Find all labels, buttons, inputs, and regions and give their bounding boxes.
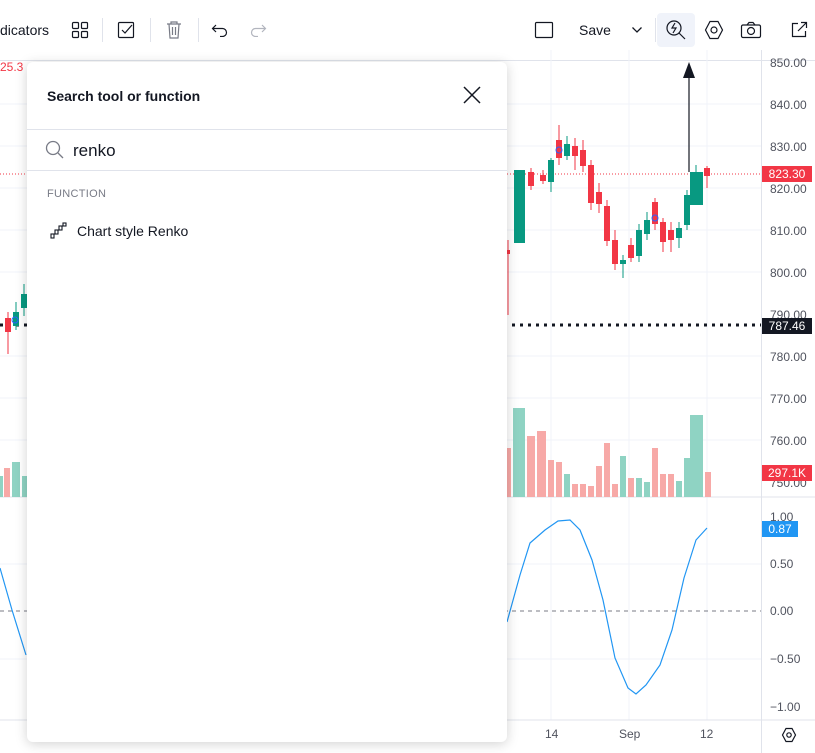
chevron-down-icon[interactable] [628,13,646,47]
volume-badge: 297.1K [762,465,812,481]
result-label: Chart style Renko [77,223,189,239]
dialog-divider [27,129,507,130]
time-tick: 12 [700,727,714,741]
save-label: Save [579,22,611,38]
indicators-label: dicators [0,22,50,38]
toolbar-divider [150,18,151,42]
time-tick: Sep [619,727,641,741]
toolbar-divider [655,18,656,42]
current-price-badge: 823.30 [762,166,812,182]
close-icon[interactable] [459,82,485,108]
dialog-title: Search tool or function [47,88,201,104]
oscillator-line [506,519,708,695]
search-input[interactable] [73,140,473,162]
search-dialog: Search tool or function FUNCTION Chart s… [27,62,507,742]
price-tick: 820.00 [770,182,807,196]
line-price-badge: 787.46 [762,318,812,334]
renko-icon [49,222,67,240]
oscillator-tick: 0.50 [770,557,794,571]
price-tick: 780.00 [770,350,807,364]
top-left-value: 25.3 [0,60,24,74]
price-tick: 850.00 [770,56,807,70]
oscillator-tick: 0.00 [770,604,794,618]
price-axis[interactable]: 850.00 840.00 830.00 820.00 810.00 800.0… [761,50,815,753]
oscillator-tick: 1.00 [770,510,794,524]
trash-icon[interactable] [162,13,186,47]
undo-icon[interactable] [208,13,232,47]
toolbar-divider [198,18,199,42]
result-chart-style-renko[interactable]: Chart style Renko [27,216,507,246]
dialog-divider [27,170,507,171]
quick-search-icon[interactable] [657,13,695,47]
volume-bars [507,408,711,497]
candles [506,125,710,315]
price-tick: 810.00 [770,224,807,238]
time-tick: 14 [545,727,559,741]
toolbar-divider [102,18,103,42]
price-tick: 760.00 [770,434,807,448]
price-tick: 770.00 [770,392,807,406]
redo-icon[interactable] [246,13,270,47]
indicators-button[interactable]: dicators [0,13,60,47]
layout-grid-icon[interactable] [68,13,92,47]
search-icon [45,140,67,162]
oscillator-tick: −0.50 [770,652,801,666]
top-toolbar: dicators Save [0,0,815,61]
settings-hexagon-icon[interactable] [702,13,726,47]
axis-settings-icon[interactable] [781,727,799,745]
oscillator-badge: 0.87 [762,521,798,537]
checkbox-icon[interactable] [114,13,138,47]
price-tick: 830.00 [770,140,807,154]
camera-icon[interactable] [738,13,764,47]
popout-icon[interactable] [787,13,811,47]
fullscreen-square-icon[interactable] [532,13,556,47]
price-tick: 800.00 [770,266,807,280]
oscillator-tick: −1.00 [770,700,801,714]
price-tick: 840.00 [770,98,807,112]
save-button[interactable]: Save [572,13,618,47]
section-label: FUNCTION [47,188,107,200]
